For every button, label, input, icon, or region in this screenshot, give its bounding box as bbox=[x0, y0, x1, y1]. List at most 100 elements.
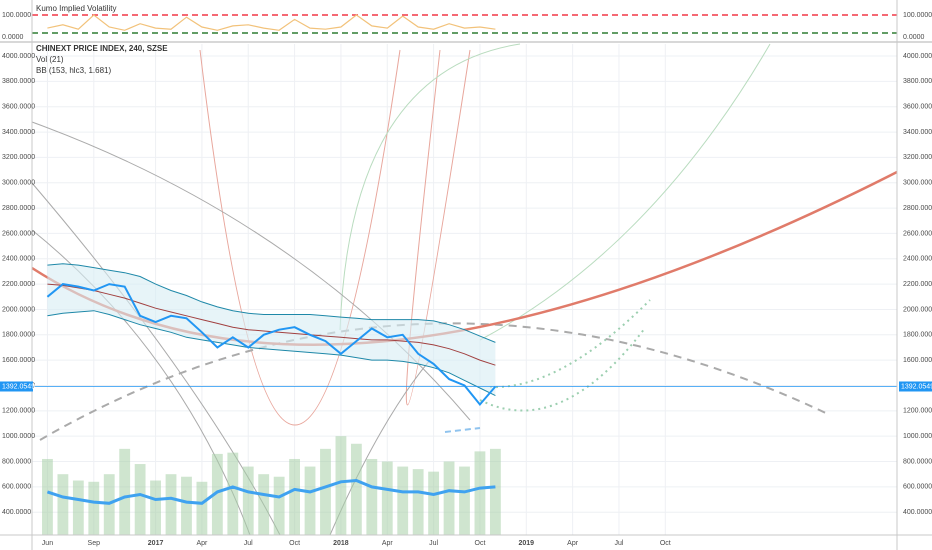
indicator-title: Kumo Implied Volatility bbox=[36, 4, 116, 13]
y-tick-label-right: 3800.0000 bbox=[903, 78, 932, 85]
price-line bbox=[46, 283, 497, 407]
volume-bar bbox=[88, 481, 100, 535]
x-tick-label: Jul bbox=[614, 540, 623, 547]
x-tick-label: Apr bbox=[567, 540, 579, 547]
y-tick-label: 1600.0000 bbox=[2, 357, 35, 364]
volume-bar bbox=[459, 466, 470, 535]
volume-bar bbox=[242, 466, 254, 535]
y-tick-label-right: 2000.0000 bbox=[903, 306, 932, 313]
volume-bar bbox=[119, 448, 131, 535]
y-tick-label: 400.0000 bbox=[2, 509, 31, 516]
y-tick-label: 4000.0000 bbox=[2, 53, 35, 60]
drawing-dashed bbox=[444, 427, 481, 433]
volume-bar bbox=[289, 458, 300, 535]
last-price-tag-right-label: 1392.0549 bbox=[901, 383, 932, 390]
y-tick-label: 3200.0000 bbox=[2, 154, 35, 161]
y-tick-label: 100.0000 bbox=[2, 12, 31, 19]
y-tick-label: 3000.0000 bbox=[2, 180, 35, 187]
x-tick-label: Oct bbox=[289, 540, 300, 547]
volume-bar bbox=[134, 464, 146, 535]
volume-bar bbox=[165, 474, 177, 535]
y-tick-label: 2000.0000 bbox=[2, 306, 35, 313]
legend-bb: BB (153, hlc3, 1.681) bbox=[36, 66, 111, 75]
volume-bar bbox=[335, 436, 347, 535]
y-tick-label-right: 0.0000 bbox=[903, 34, 925, 41]
volume-bar bbox=[150, 480, 161, 535]
volume-bar bbox=[42, 458, 53, 535]
volume-bar bbox=[304, 466, 316, 535]
volume-bar bbox=[489, 448, 501, 535]
y-tick-label-right: 3200.0000 bbox=[903, 154, 932, 161]
y-tick-label-right: 3400.0000 bbox=[903, 129, 932, 136]
x-tick-label: Jul bbox=[244, 540, 253, 547]
volume-bar bbox=[428, 471, 440, 535]
y-tick-label: 2200.0000 bbox=[2, 281, 35, 288]
price-line bbox=[47, 14, 496, 31]
y-tick-label: 800.0000 bbox=[2, 458, 31, 465]
plot bbox=[32, 14, 897, 535]
y-tick-label-right: 1600.0000 bbox=[903, 357, 932, 364]
y-tick-label: 1800.0000 bbox=[2, 332, 35, 339]
y-tick-label: 2600.0000 bbox=[2, 230, 35, 237]
legend-volume: Vol (21) bbox=[36, 55, 64, 64]
volume-bar bbox=[196, 481, 208, 535]
y-tick-label: 3600.0000 bbox=[2, 104, 35, 111]
volume-bar bbox=[181, 476, 192, 535]
y-tick-label: 3400.0000 bbox=[2, 129, 35, 136]
drawing-curve bbox=[405, 49, 471, 406]
drawing-dotted-arc bbox=[479, 327, 646, 412]
volume-ma bbox=[46, 478, 496, 505]
y-tick-label-right: 2400.0000 bbox=[903, 256, 932, 263]
y-tick-label-right: 2200.0000 bbox=[903, 281, 932, 288]
volume-bar bbox=[258, 474, 270, 535]
last-price-tag-left-label: 1392.0549 bbox=[2, 383, 35, 390]
x-tick-label: Apr bbox=[196, 540, 208, 547]
x-tick-label: Jul bbox=[429, 540, 438, 547]
bb-fill bbox=[47, 263, 496, 396]
bb-lower bbox=[47, 310, 496, 397]
x-tick-label: 2019 bbox=[518, 540, 534, 547]
last-price-tag-right bbox=[899, 381, 932, 392]
y-tick-label: 3800.0000 bbox=[2, 78, 35, 85]
x-tick-label: Oct bbox=[660, 540, 671, 547]
drawing-curve bbox=[199, 49, 401, 426]
x-tick-label: Oct bbox=[475, 540, 486, 547]
y-tick-label-right: 1200.0000 bbox=[903, 408, 932, 415]
y-tick-label: 2400.0000 bbox=[2, 256, 35, 263]
volume-bar bbox=[320, 448, 331, 535]
x-tick-label: 2017 bbox=[148, 540, 164, 547]
y-tick-label-right: 1000.0000 bbox=[903, 433, 932, 440]
chart-title: CHINEXT PRICE INDEX, 240, SZSE bbox=[36, 44, 168, 53]
volume-bar bbox=[273, 476, 285, 535]
bb-upper bbox=[47, 263, 496, 343]
drawing-dotted-arc bbox=[489, 299, 651, 389]
y-tick-label: 1200.0000 bbox=[2, 408, 35, 415]
x-tick-label: Sep bbox=[88, 540, 101, 547]
volume-bar bbox=[443, 461, 455, 535]
volume-bar bbox=[350, 443, 362, 535]
y-tick-label: 2800.0000 bbox=[2, 205, 35, 212]
volume-bar bbox=[474, 451, 486, 535]
y-tick-label: 0.0000 bbox=[2, 34, 24, 41]
volume-bar bbox=[366, 458, 378, 535]
volume-bar bbox=[211, 453, 223, 535]
y-tick-label-right: 2800.0000 bbox=[903, 205, 932, 212]
volume-bar bbox=[412, 469, 424, 535]
x-tick-label: Apr bbox=[382, 540, 394, 547]
y-tick-label-right: 400.0000 bbox=[903, 509, 932, 516]
y-tick-label-right: 2600.0000 bbox=[903, 230, 932, 237]
y-tick-label: 600.0000 bbox=[2, 484, 31, 491]
volume-bar bbox=[72, 480, 84, 535]
y-tick-label-right: 800.0000 bbox=[903, 458, 932, 465]
y-tick-label-right: 1800.0000 bbox=[903, 332, 932, 339]
drawing-curve bbox=[31, 121, 471, 421]
volume-bar bbox=[227, 452, 239, 535]
y-tick-label-right: 3600.0000 bbox=[903, 104, 932, 111]
y-tick-label-right: 3000.0000 bbox=[903, 180, 932, 187]
y-tick-label-right: 100.0000 bbox=[903, 12, 932, 19]
x-tick-label: 2018 bbox=[333, 540, 349, 547]
volume-bar bbox=[57, 474, 69, 535]
volume-bar bbox=[397, 466, 409, 535]
x-tick-label: Jun bbox=[42, 540, 53, 547]
